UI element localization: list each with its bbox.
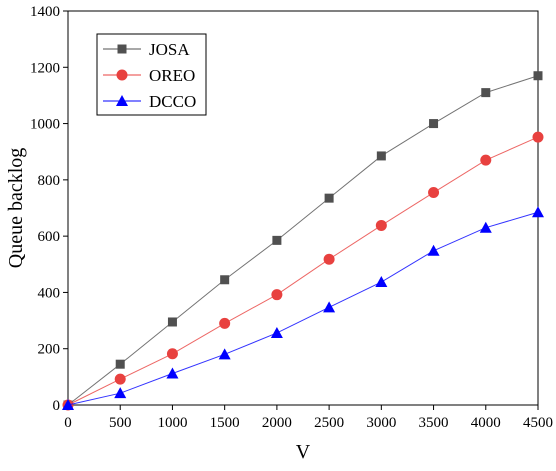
x-tick-label: 3000 (366, 415, 396, 431)
marker (533, 71, 543, 81)
x-tick-label: 2500 (314, 415, 344, 431)
x-tick-label: 0 (64, 415, 72, 431)
y-tick-label: 1400 (30, 4, 60, 20)
marker (324, 193, 334, 203)
series-line (67, 136, 539, 406)
legend-marker (116, 95, 128, 106)
legend-label: DCCO (149, 92, 196, 111)
marker (376, 151, 386, 161)
y-tick-label: 200 (38, 342, 61, 358)
marker (532, 206, 544, 218)
marker (270, 326, 283, 338)
y-axis-label: Queue backlog (5, 148, 27, 269)
marker (480, 154, 492, 166)
y-tick-label: 0 (53, 398, 61, 414)
legend-label: JOSA (149, 40, 190, 59)
x-tick-label: 1000 (157, 415, 187, 431)
legend-marker (117, 44, 127, 54)
series-line (67, 75, 539, 406)
marker (375, 276, 388, 288)
marker (479, 221, 492, 233)
marker (427, 244, 440, 256)
x-tick-label: 1500 (210, 415, 240, 431)
marker (323, 301, 336, 313)
y-tick-label: 600 (38, 229, 61, 245)
marker (271, 289, 283, 301)
marker (323, 253, 335, 265)
x-tick-label: 2000 (262, 415, 292, 431)
x-tick-label: 4000 (471, 415, 501, 431)
x-axis-label: V (296, 441, 311, 463)
marker (218, 348, 231, 360)
y-tick-label: 400 (38, 285, 61, 301)
marker (532, 131, 544, 143)
marker (219, 317, 231, 329)
x-tick-label: 500 (109, 415, 132, 431)
x-tick-label: 3500 (419, 415, 449, 431)
marker (114, 387, 127, 399)
x-tick-label: 4500 (523, 415, 553, 431)
series-line (67, 211, 539, 406)
marker (375, 219, 387, 231)
marker (62, 399, 74, 410)
marker (114, 373, 126, 385)
marker (167, 317, 177, 327)
marker (115, 359, 125, 369)
legend-marker (116, 69, 128, 81)
marker (428, 187, 440, 199)
marker (166, 348, 178, 360)
marker (220, 275, 230, 285)
y-tick-label: 800 (38, 173, 61, 189)
marker (166, 367, 179, 379)
marker (481, 88, 491, 98)
legend-label: OREO (149, 66, 195, 85)
y-tick-label: 1000 (30, 117, 60, 133)
marker (272, 235, 282, 245)
y-tick-label: 1200 (30, 60, 60, 76)
marker (429, 119, 439, 129)
